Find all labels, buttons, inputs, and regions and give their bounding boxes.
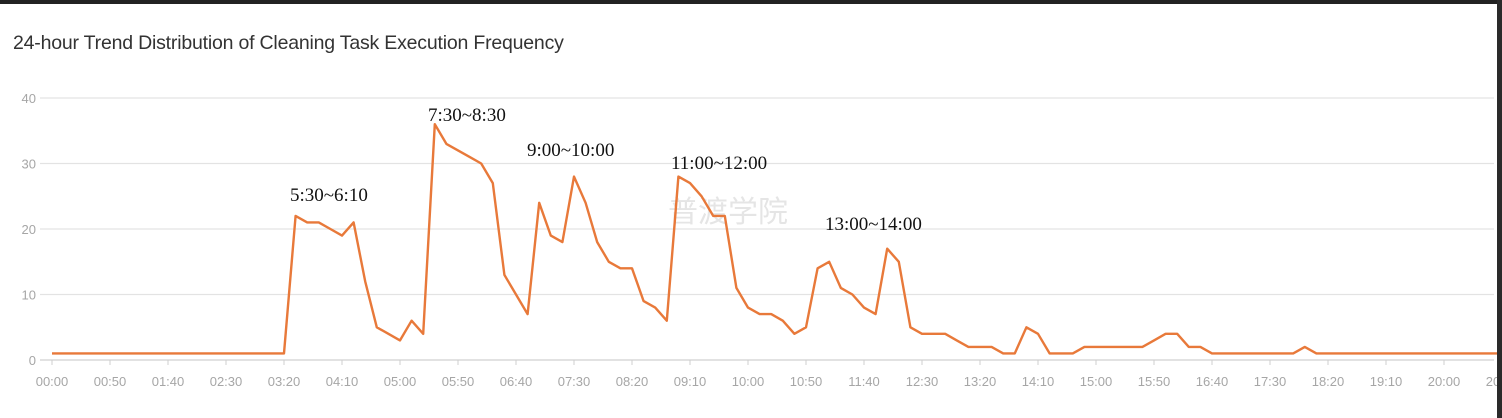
x-tick-label: 13:20 [964, 374, 997, 389]
x-tick-label: 10:00 [732, 374, 765, 389]
x-tick-label: 08:20 [616, 374, 649, 389]
chart-title: 24-hour Trend Distribution of Cleaning T… [13, 32, 564, 54]
x-tick-label: 09:10 [674, 374, 707, 389]
x-tick-label: 15:00 [1080, 374, 1113, 389]
x-tick-label: 15:50 [1138, 374, 1171, 389]
y-tick-label: 10 [22, 288, 36, 303]
annotation-label: 7:30~8:30 [428, 105, 506, 126]
y-tick-label: 30 [22, 157, 36, 172]
annotation-label: 9:00~10:00 [527, 140, 614, 161]
annotation-label: 13:00~14:00 [825, 214, 922, 235]
x-tick-label: 03:20 [268, 374, 301, 389]
annotation-label: 5:30~6:10 [290, 185, 368, 206]
x-tick-label: 20:00 [1428, 374, 1461, 389]
y-tick-label: 40 [22, 91, 36, 106]
x-tick-label: 17:30 [1254, 374, 1287, 389]
x-tick-label: 01:40 [152, 374, 185, 389]
x-tick-label: 12:30 [906, 374, 939, 389]
window-top-border [0, 0, 1502, 4]
y-tick-label: 0 [29, 353, 36, 368]
x-tick-label: 07:30 [558, 374, 591, 389]
watermark: 普渡学院 [668, 195, 788, 230]
x-tick-label: 18:20 [1312, 374, 1345, 389]
x-tick-label: 10:50 [790, 374, 823, 389]
x-tick-label: 06:40 [500, 374, 533, 389]
series-line-path [52, 122, 1502, 355]
x-tick-label: 00:50 [94, 374, 127, 389]
x-tick-label: 11:40 [848, 374, 880, 389]
y-axis-ticks: 0 10 20 30 40 [22, 91, 36, 368]
x-tick-label: 04:10 [326, 374, 359, 389]
y-tick-label: 20 [22, 222, 36, 237]
x-tick-label: 19:10 [1370, 374, 1403, 389]
x-tick-label: 16:40 [1196, 374, 1229, 389]
x-tick-label: 05:50 [442, 374, 475, 389]
x-tick-label: 02:30 [210, 374, 243, 389]
x-axis: 00:00 00:50 01:40 02:30 03:20 04:10 05:00 05:50… [36, 360, 1502, 389]
gridlines [40, 97, 1494, 361]
x-tick-label: 05:00 [384, 374, 417, 389]
x-tick-label: 00:00 [36, 374, 69, 389]
x-tick-label: 14:10 [1022, 374, 1055, 389]
window-right-border [1497, 0, 1502, 418]
annotation-label: 11:00~12:00 [671, 153, 767, 174]
series-line [51, 122, 1502, 355]
